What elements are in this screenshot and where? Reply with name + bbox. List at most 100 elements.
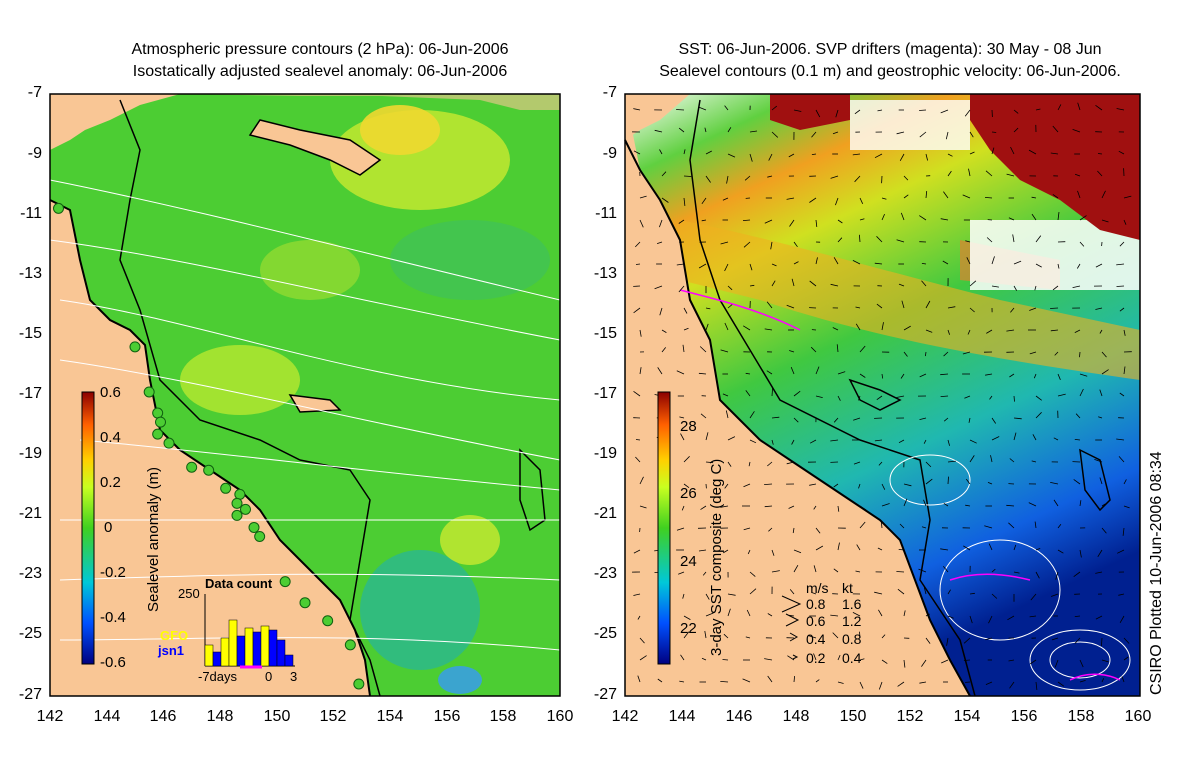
velocity-arrow — [988, 615, 993, 624]
velocity-arrow — [1035, 108, 1041, 111]
velocity-arrow — [898, 549, 905, 551]
lat-tick: -9 — [27, 145, 42, 162]
velocity-arrow — [1099, 389, 1103, 397]
lat-tick: -11 — [595, 205, 617, 222]
velocity-arrow — [639, 367, 642, 375]
altimeter-point — [322, 615, 334, 627]
velocity-arrow — [1028, 502, 1037, 507]
velocity-arrow — [771, 416, 780, 419]
velocity-arrow — [969, 151, 975, 155]
velocity-arrow — [705, 323, 709, 331]
velocity-arrow — [1076, 263, 1081, 269]
velocity-arrow — [659, 307, 663, 316]
velocity-arrow — [925, 191, 928, 199]
velocity-arrow — [637, 615, 641, 620]
velocity-arrow — [791, 278, 795, 287]
velocity-arrow — [1013, 571, 1020, 574]
velocity-arrow — [639, 329, 642, 337]
velocity-arrow — [1094, 459, 1103, 463]
velocity-arrow — [727, 461, 732, 467]
cb-tick: 0.6 — [100, 384, 121, 401]
velocity-arrow — [859, 218, 865, 221]
velocity-arrow — [808, 635, 817, 639]
velocity-arrow — [793, 241, 798, 248]
velocity-arrow — [786, 461, 795, 465]
velocity-arrow — [725, 410, 729, 419]
velocity-arrow — [633, 390, 641, 397]
velocity-arrow — [1057, 373, 1061, 380]
velocity-arrow — [855, 323, 861, 331]
vel-key-ms: 0.2 — [806, 650, 826, 666]
velocity-arrow — [1119, 615, 1125, 623]
velocity-arrow — [790, 366, 795, 375]
velocity-arrow — [793, 109, 802, 112]
velocity-arrow — [815, 219, 818, 227]
velocity-arrow — [1097, 153, 1103, 155]
velocity-arrow — [1079, 659, 1084, 668]
cb-tick: 26 — [680, 485, 697, 502]
velocity-arrow — [1122, 527, 1125, 536]
velocity-arrow — [991, 436, 1000, 441]
velocity-arrow — [704, 630, 707, 639]
lat-tick: -15 — [18, 325, 42, 342]
velocity-arrow — [1079, 351, 1081, 358]
velocity-arrow — [898, 283, 905, 287]
velocity-arrow — [921, 526, 927, 529]
velocity-arrow — [1117, 549, 1125, 554]
velocity-arrow — [1035, 548, 1041, 551]
altimeter-point — [254, 530, 266, 542]
altimeter-point — [299, 597, 311, 609]
velocity-arrow — [940, 109, 949, 114]
velocity-arrow — [744, 175, 751, 181]
velocity-arrow — [1073, 479, 1081, 485]
velocity-arrow — [720, 241, 729, 245]
velocity-arrow — [766, 301, 773, 309]
altimeter-point — [248, 521, 260, 533]
velocity-arrow — [810, 346, 817, 353]
velocity-arrow — [1095, 307, 1103, 310]
velocity-arrow — [833, 417, 839, 423]
velocity-arrow — [679, 680, 685, 683]
lat-tick: -7 — [27, 84, 42, 101]
velocity-arrow — [727, 285, 733, 291]
velocity-arrow — [788, 505, 795, 509]
velocity-arrow — [809, 483, 817, 486]
velocity-arrow — [897, 588, 905, 595]
velocity-arrow — [969, 592, 975, 595]
velocity-arrow — [1077, 190, 1081, 199]
velocity-arrow — [1073, 571, 1081, 578]
velocity-arrow — [1119, 392, 1125, 397]
velocity-arrow — [984, 197, 993, 199]
velocity-arrow — [705, 432, 709, 441]
velocity-arrow — [745, 372, 751, 375]
velocity-arrow — [1035, 263, 1042, 268]
velocity-arrow — [903, 610, 906, 617]
velocity-arrow — [989, 395, 993, 400]
lon-tick: 150 — [263, 708, 291, 725]
velocity-arrow — [699, 107, 707, 111]
velocity-arrow — [1007, 615, 1015, 621]
inset-legend-jsn1: jsn1 — [158, 643, 185, 658]
velocity-arrow — [678, 285, 685, 293]
velocity-arrow — [679, 416, 685, 419]
vel-key-kt: 0.4 — [842, 650, 862, 666]
velocity-arrow — [793, 261, 799, 265]
lon-tick: 144 — [668, 708, 696, 725]
velocity-arrow — [661, 347, 667, 353]
velocity-arrow — [633, 549, 641, 554]
velocity-arrow — [832, 131, 839, 135]
velocity-arrow — [1118, 456, 1125, 463]
lon-tick: 146 — [725, 708, 753, 725]
velocity-arrow — [966, 257, 971, 265]
velocity-arrow — [969, 615, 973, 624]
altimeter-point — [231, 497, 243, 509]
velocity-arrow — [771, 570, 780, 573]
velocity-arrow — [986, 329, 993, 334]
velocity-arrow — [698, 372, 707, 375]
velocity-arrow — [1050, 329, 1059, 332]
velocity-arrow — [722, 549, 729, 554]
velocity-arrow — [1123, 656, 1129, 661]
altimeter-point — [344, 639, 356, 651]
velocity-arrow — [705, 150, 712, 155]
velocity-arrow — [1119, 241, 1125, 247]
